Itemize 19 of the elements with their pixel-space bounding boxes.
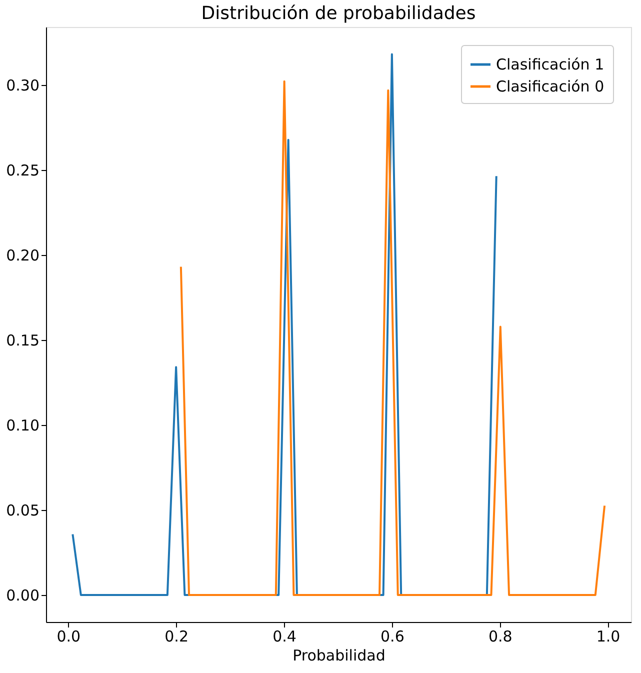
x-tick-label: 0.8 (488, 628, 512, 646)
y-tick-label: 0.05 (6, 501, 40, 520)
x-tick-label: 0.2 (164, 628, 188, 646)
chart-title: Distribución de probabilidades (201, 3, 476, 24)
y-tick-label: 0.20 (6, 246, 40, 264)
line-series (72, 53, 498, 596)
legend-label: Clasificación 0 (496, 78, 604, 96)
y-tick-label: 0.15 (6, 331, 40, 350)
x-tick-label: 0.0 (56, 628, 81, 646)
line-series (180, 80, 606, 596)
legend-label: Clasificación 1 (496, 56, 604, 74)
x-tick-label: 0.4 (272, 628, 296, 646)
x-axis-title: Probabilidad (292, 646, 386, 664)
y-tick-label: 0.25 (6, 161, 40, 180)
y-tick-label: 0.30 (6, 76, 40, 94)
y-tick-label: 0.00 (6, 586, 40, 604)
x-tick-label: 0.6 (380, 628, 404, 646)
x-tick-label: 1.0 (596, 628, 620, 646)
y-tick-label: 0.10 (6, 416, 40, 434)
